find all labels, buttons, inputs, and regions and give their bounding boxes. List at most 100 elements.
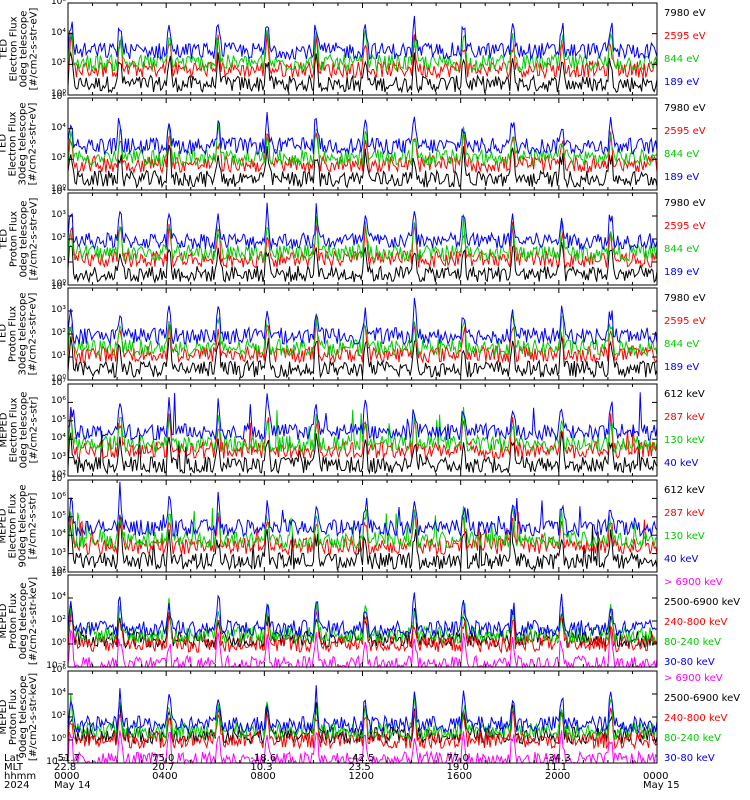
panel-1 — [67, 2, 658, 96]
series-line-7980-ev — [67, 51, 658, 94]
y-tick-label: 10⁴ — [50, 433, 66, 444]
y-tick-label: 10⁶ — [50, 0, 66, 7]
legend-entry: 287 keV — [664, 412, 705, 423]
series-line-612-kev — [67, 514, 658, 571]
legend-entry: 130 keV — [664, 531, 705, 542]
panel-5 — [67, 383, 658, 477]
legend-entry: 80-240 keV — [664, 637, 722, 648]
x-tick-label-lat: 77.0 — [446, 753, 469, 764]
y-tick-label: 10⁴ — [50, 529, 66, 540]
y-axis-label-line: [#/cm2-s-str] — [28, 396, 39, 464]
series-line-287-kev — [67, 413, 658, 461]
y-axis-label-line: [#/cm2-s-str-eV] — [28, 197, 40, 281]
y-tick-label: 10¹ — [50, 351, 66, 361]
legend-entry: 40 keV — [664, 458, 699, 469]
y-tick-label: 10² — [50, 470, 66, 480]
y-tick-label: 10⁷ — [50, 378, 66, 388]
x-axis-row-label: MLT — [4, 762, 23, 773]
y-tick-label: 10² — [50, 328, 66, 338]
x-tick-label-hhmm: 0400 — [152, 771, 178, 782]
y-tick-label: 10³ — [50, 210, 66, 220]
legend-entry: 287 keV — [664, 508, 705, 519]
legend-entry: > 6900 keV — [664, 673, 723, 684]
series-line-189-ev — [67, 111, 658, 156]
series-line-189-ev — [67, 15, 658, 61]
y-axis-label: TED Proton Flux 30deg telescope [#/cm2-s-st… — [0, 288, 39, 380]
x-tick-label-hhmm: 1200 — [348, 771, 374, 782]
series-line-40-kev — [67, 481, 658, 538]
y-tick-label: 10³ — [50, 305, 66, 315]
y-tick-label: 10³ — [50, 547, 66, 558]
series-line-287-kev — [67, 509, 658, 557]
y-axis-label: MEPED Proton Flux 90deg telescope [#/cm2-s-… — [0, 671, 39, 763]
x-tick-label-mlt: 10.3 — [250, 762, 273, 773]
legend-entry: 844 eV — [664, 244, 700, 255]
series-line-189-ev — [67, 297, 658, 346]
legend-entry: 844 eV — [664, 339, 700, 350]
y-tick-label: 10² — [50, 153, 66, 164]
y-tick-label: 10⁴ — [50, 592, 66, 602]
series-line-189-ev — [67, 202, 658, 251]
legend-entry: 2595 eV — [664, 31, 706, 42]
y-axis-label-line: [#/cm2-s-str-eV] — [28, 102, 39, 186]
panel-3 — [67, 192, 658, 286]
legend-entry: 2500-6900 keV — [664, 597, 741, 608]
series-line-80-240-kev — [67, 693, 658, 741]
y-axis-label: TED Electron Flux 0deg telescope [#/cm2-s-s… — [0, 3, 39, 95]
x-axis-row-label: Lat — [4, 753, 20, 764]
x-tick-label-hhmm: 1600 — [446, 771, 473, 782]
x-tick-label-lat: -42.5 — [348, 753, 375, 764]
y-axis-label: TED Proton Flux 0deg telescope [#/cm2-s-str… — [0, 193, 40, 285]
legend-entry: 189 eV — [664, 267, 700, 278]
x-tick-label-mlt: 22.8 — [54, 762, 77, 773]
series-line-130-kev — [67, 506, 658, 550]
x-tick-label-mlt: 20.7 — [152, 762, 175, 773]
x-tick-label-lat: -34.3 — [544, 753, 571, 764]
x-tick-label-mlt: 19.0 — [446, 762, 469, 773]
y-tick-label: 10⁵ — [50, 414, 66, 425]
y-tick-label: 10⁶ — [50, 92, 66, 102]
legend-entry: 2500-6900 keV — [664, 693, 741, 704]
y-axis-label-line: [#/cm2-s-str] — [28, 492, 39, 560]
panel-2 — [67, 97, 658, 191]
legend-entry: 80-240 keV — [664, 733, 722, 744]
y-tick-label: 10² — [50, 566, 66, 576]
legend-entry: 844 eV — [664, 54, 700, 65]
legend-entry: 40 keV — [664, 554, 699, 565]
y-tick-label: 10⁰ — [50, 184, 66, 194]
legend-entry: 7980 eV — [664, 198, 706, 209]
y-tick-label: 10³ — [50, 451, 66, 462]
x-tick-label-lat: 75.0 — [152, 753, 175, 764]
panel-8 — [67, 670, 658, 765]
series-line-844-ev — [67, 313, 658, 358]
legend-entry: 2595 eV — [664, 126, 706, 137]
x-tick-label-mlt: 23.5 — [348, 762, 371, 773]
series-line-240-800-kev — [67, 707, 658, 750]
y-tick-label: 10⁴ — [50, 122, 66, 133]
y-tick-label: 10⁰ — [50, 279, 66, 289]
series-line-2595-ev — [67, 126, 658, 175]
y-tick-label: 10⁰ — [50, 374, 66, 384]
legend-entry: 30-80 keV — [664, 753, 715, 764]
legend-entry: 7980 eV — [664, 8, 706, 19]
y-tick-label: 10⁶ — [50, 665, 66, 675]
y-tick-label: 10² — [50, 615, 66, 625]
y-axis-label-line: [#/cm2-s-str-keV] — [28, 576, 39, 666]
x-tick-label-hhmm: 0000 — [643, 771, 669, 782]
x-tick-label-lat: -18.6 — [250, 753, 277, 764]
y-tick-label: 10⁵ — [50, 510, 66, 521]
panel-7 — [67, 574, 658, 669]
legend-entry: 7980 eV — [664, 103, 706, 114]
y-tick-label: 10⁴ — [50, 282, 66, 292]
series-line-2595-ev — [67, 317, 658, 365]
series-line-844-ev — [67, 214, 658, 263]
y-tick-label: 10¹ — [50, 256, 66, 266]
y-tick-label: 10⁰ — [50, 638, 66, 648]
panel-6 — [67, 479, 658, 573]
legend-entry: 612 keV — [664, 389, 705, 400]
series-line-7980-ev — [67, 144, 658, 189]
legend-entry: 2595 eV — [664, 221, 706, 232]
legend-entry: 189 eV — [664, 172, 700, 183]
y-tick-label: 10⁷ — [50, 474, 66, 484]
